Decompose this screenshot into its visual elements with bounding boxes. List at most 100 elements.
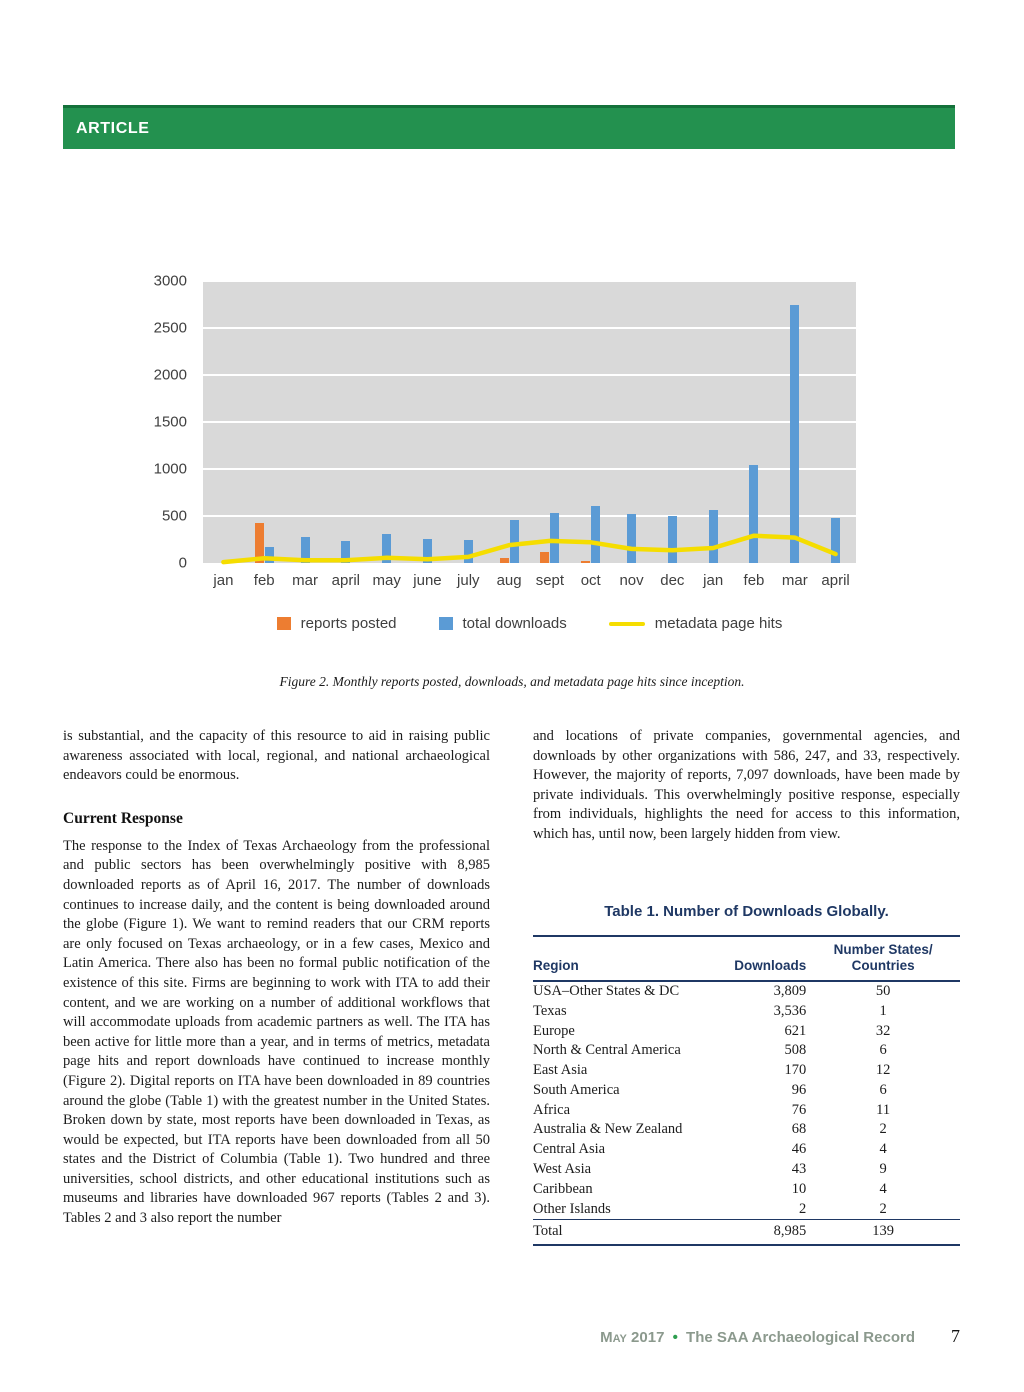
legend-item-total-downloads: total downloads [438,615,567,632]
chart-x-axis: jan feb mar april may june july aug sept oct nov de… [203,563,856,589]
bar-total-downloads [300,536,310,563]
bar-group [244,281,285,563]
bar-total-downloads [341,541,351,563]
bar-group [530,281,571,563]
region-cell: South America [533,1081,620,1098]
x-axis-label: april [331,572,361,589]
gridline [203,374,856,376]
journal-title: The SAA Archaeological Record [686,1329,915,1346]
body-columns: is substantial, and the capacity of this… [63,727,960,1246]
bar-group [611,281,652,563]
table-total-row: Total 8,985 139 [533,1219,960,1245]
bar-reports-posted [540,551,550,563]
table-row: Central Asia 46 4 [533,1140,960,1160]
table-1-title: Table 1. Number of Downloads Globally. [604,902,889,920]
table-row: USA–Other States & DC 3,809 50 [533,981,960,1002]
downloads-cell: 508 [784,1042,807,1059]
countries-cell: 6 [879,1042,887,1059]
bar-total-downloads [550,513,560,563]
region-cell: West Asia [533,1160,592,1177]
table-col-header: Downloads [734,957,807,973]
downloads-cell: 68 [791,1121,807,1138]
bar-reports-posted [499,557,509,563]
table-row: Texas 3,536 1 [533,1001,960,1021]
countries-cell: 4 [879,1180,887,1197]
legend-label: reports posted [300,615,397,632]
countries-cell: 32 [875,1022,891,1039]
legend-swatch [438,617,453,630]
table-row: West Asia 43 9 [533,1160,960,1180]
legend-swatch [276,617,291,630]
journal-line: May 2017 • The SAA Archaeological Record [600,1329,915,1346]
x-axis-label: oct [580,572,601,589]
downloads-cell: 46 [791,1141,807,1158]
bar-group [734,281,775,563]
countries-cell: 50 [875,982,891,999]
bar-group [774,281,815,563]
left-paragraph-2: The response to the Index of Texas Archa… [63,837,490,1227]
bar-total-downloads [422,538,432,563]
downloads-cell: 170 [784,1062,807,1079]
bar-total-downloads [790,304,800,563]
region-cell: Europe [533,1022,575,1039]
issue-date: May 2017 [600,1329,665,1346]
region-cell: Texas [533,1002,567,1019]
x-axis-label: mar [781,572,808,589]
section-heading: Current Response [63,809,183,827]
y-axis-label: 2500 [153,319,187,337]
region-cell: Central Asia [533,1141,606,1158]
chart-legend: reports posted total downloads metadata pa… [203,615,856,632]
x-axis-label: dec [660,572,685,589]
gridline [203,421,856,423]
x-axis-label: may [372,572,401,589]
x-axis-label: jan [213,572,234,589]
bar-total-downloads [667,516,677,563]
bar-reports-posted [254,522,264,563]
countries-cell: 139 [872,1222,894,1239]
downloads-cell: 3,536 [773,1002,807,1019]
bar-total-downloads [749,465,759,563]
region-cell: Australia & New Zealand [533,1121,683,1138]
bar-group [570,281,611,563]
bar-group [407,281,448,563]
region-cell: Other Islands [533,1200,611,1217]
table-col-header: Region [533,957,579,973]
bar-group [366,281,407,563]
x-axis-label: april [821,572,850,589]
bar-total-downloads [264,547,274,563]
table-row: Australia & New Zealand 68 2 [533,1120,960,1140]
countries-cell: 4 [879,1141,887,1158]
table-header-row: Region Downloads Number States/Countries [533,935,960,981]
x-axis-label: nov [619,572,644,589]
countries-cell: 11 [876,1101,891,1118]
y-axis-label: 3000 [153,272,187,290]
region-cell: Caribbean [533,1180,593,1197]
bullet-separator: • [672,1329,678,1346]
bar-total-downloads [509,519,519,563]
figure-caption: Figure 2. Monthly reports posted, downlo… [279,674,745,689]
bar-total-downloads [627,514,637,563]
region-cell: North & Central America [533,1042,681,1059]
y-axis-label: 1500 [153,413,187,431]
x-axis-label: mar [292,572,318,589]
chart-plot-area [203,280,856,565]
region-cell: Total [533,1222,563,1239]
y-axis-label: 2000 [153,366,187,384]
article-banner: ARTICLE [63,105,955,149]
y-axis-label: 1000 [153,460,187,478]
downloads-cell: 621 [784,1022,807,1039]
downloads-cell: 3,809 [773,982,807,999]
table-row: Caribbean 10 4 [533,1179,960,1199]
bar-reports-posted [581,560,591,563]
table-row: Africa 76 11 [533,1100,960,1120]
downloads-cell: 76 [791,1101,807,1118]
countries-cell: 6 [879,1081,887,1098]
downloads-cell: 96 [791,1081,807,1098]
page-number: 7 [951,1326,960,1346]
legend-label: metadata page hits [654,615,783,632]
x-axis-label: sept [535,572,565,589]
countries-cell: 2 [879,1121,887,1138]
gridline [203,280,856,282]
table-row: South America 96 6 [533,1080,960,1100]
